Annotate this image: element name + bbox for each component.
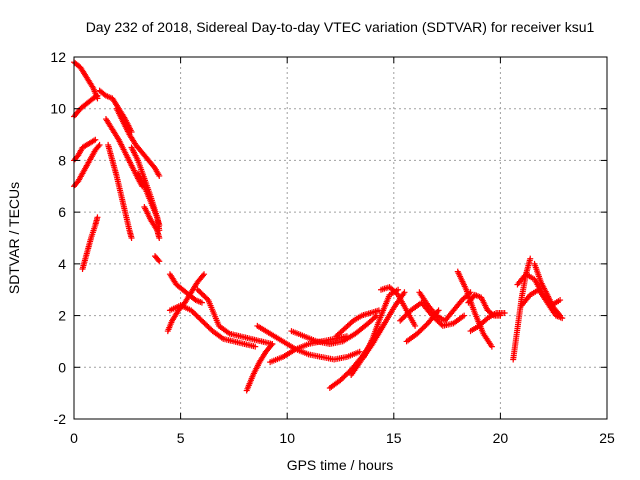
- data-point: [155, 256, 162, 263]
- data-point: [401, 289, 408, 296]
- series-t24: [333, 307, 382, 340]
- data-point: [94, 214, 101, 221]
- data-point: [556, 311, 563, 318]
- data-point: [268, 342, 275, 349]
- data-point: [156, 235, 163, 241]
- data-point: [92, 136, 99, 143]
- y-tick-label: 10: [50, 101, 66, 117]
- series-t16: [166, 302, 259, 350]
- series-t13: [152, 253, 163, 265]
- data-point: [94, 92, 101, 99]
- series-t8: [105, 141, 135, 241]
- data-point: [156, 222, 163, 229]
- series-t21: [288, 312, 380, 348]
- x-tick-label: 15: [386, 430, 402, 446]
- series-t25: [360, 286, 402, 360]
- data-point: [252, 343, 259, 350]
- series-t14: [166, 271, 205, 306]
- x-tick-label: 10: [279, 430, 295, 446]
- data-point: [557, 297, 564, 304]
- series-t19: [254, 322, 363, 363]
- y-tick-label: 0: [58, 359, 66, 375]
- data-point: [128, 235, 135, 241]
- data-points: [71, 59, 566, 394]
- series-t12: [141, 203, 163, 241]
- data-point: [527, 255, 534, 262]
- series-t4: [71, 141, 103, 190]
- x-axis-label: GPS time / hours: [287, 457, 394, 473]
- series-t32: [467, 309, 508, 335]
- y-tick-label: 6: [58, 204, 66, 220]
- data-point: [201, 271, 208, 278]
- data-point: [356, 348, 363, 355]
- y-tick-label: 8: [58, 152, 66, 168]
- series-t33: [510, 255, 534, 363]
- x-tick-label: 20: [493, 430, 509, 446]
- data-point: [269, 341, 276, 348]
- series-t31: [454, 268, 495, 350]
- x-tick-label: 0: [70, 430, 78, 446]
- series-t18: [243, 341, 276, 394]
- series-t35: [518, 286, 566, 322]
- data-point: [156, 258, 163, 265]
- data-point: [95, 143, 102, 150]
- data-point: [96, 141, 103, 148]
- gridlines: [74, 57, 607, 419]
- series-t11: [134, 170, 163, 229]
- series-t36: [531, 260, 564, 319]
- y-tick-label: -2: [54, 411, 67, 427]
- series-t3: [71, 136, 99, 164]
- data-point: [203, 295, 210, 302]
- y-tick-label: 12: [50, 49, 66, 65]
- data-point: [198, 299, 205, 306]
- data-point: [199, 272, 206, 279]
- data-point: [557, 312, 564, 319]
- y-tick-label: 4: [58, 256, 66, 272]
- data-point: [488, 343, 495, 350]
- plot-frame: [73, 56, 608, 420]
- series-t28: [403, 307, 442, 345]
- x-tick-label: 5: [177, 430, 185, 446]
- series-t1: [71, 59, 101, 102]
- y-tick-label: 2: [58, 308, 66, 324]
- series-t5: [79, 214, 101, 273]
- data-point: [435, 307, 442, 314]
- chart-title: Day 232 of 2018, Sidereal Day-to-day VTE…: [86, 19, 595, 35]
- x-tick-label: 25: [599, 430, 615, 446]
- series-t2: [71, 92, 101, 120]
- data-point: [501, 309, 508, 316]
- data-point: [412, 322, 419, 329]
- series-t9: [113, 105, 163, 179]
- series-t17: [194, 286, 276, 348]
- data-point: [461, 312, 468, 319]
- data-point: [156, 172, 163, 179]
- y-axis-label: SDTVAR / TECUs: [6, 182, 22, 294]
